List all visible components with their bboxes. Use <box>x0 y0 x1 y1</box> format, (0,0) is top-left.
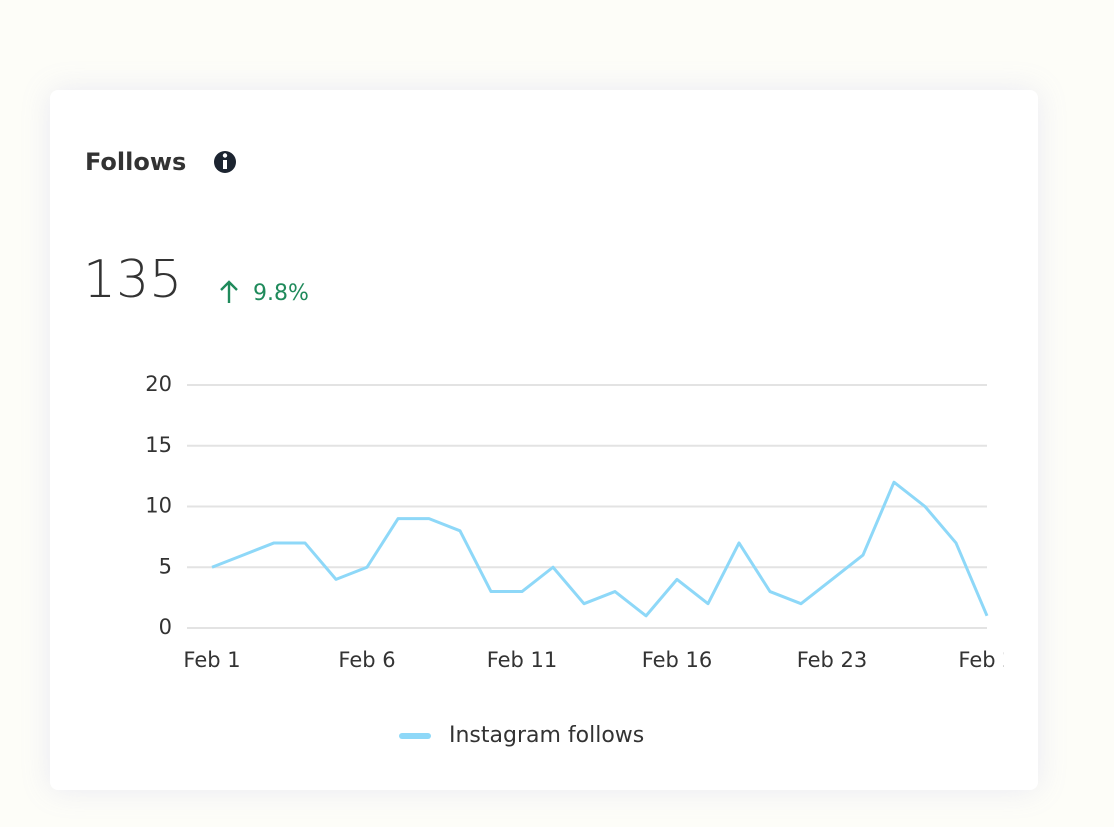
up-arrow-icon <box>220 280 238 303</box>
follows-card <box>50 90 1038 790</box>
y-tick-label: 20 <box>145 372 172 396</box>
legend-label: Instagram follows <box>449 723 644 748</box>
info-icon[interactable] <box>214 151 236 173</box>
x-tick-label: Feb 11 <box>487 648 558 672</box>
y-tick-label: 0 <box>159 615 172 639</box>
y-tick-label: 5 <box>159 554 172 578</box>
change-percent: 9.8% <box>253 281 309 306</box>
data-line <box>211 480 989 618</box>
total-value: 135 <box>83 250 182 310</box>
card-title: Follows <box>85 148 186 176</box>
x-tick-label: Feb 1 <box>183 648 240 672</box>
y-tick-label: 10 <box>145 494 172 518</box>
plot-area: 0 5 10 15 20 Feb 1 Feb 6 Feb 11 Feb 16 Feb 23 Feb … <box>145 372 1015 672</box>
x-tick-label: Feb 23 <box>797 648 868 672</box>
x-tick-label: Feb 6 <box>338 648 395 672</box>
y-tick-label: 15 <box>145 433 172 457</box>
x-tick-label: Feb 2 <box>958 648 1015 672</box>
x-tick-label: Feb 16 <box>642 648 713 672</box>
